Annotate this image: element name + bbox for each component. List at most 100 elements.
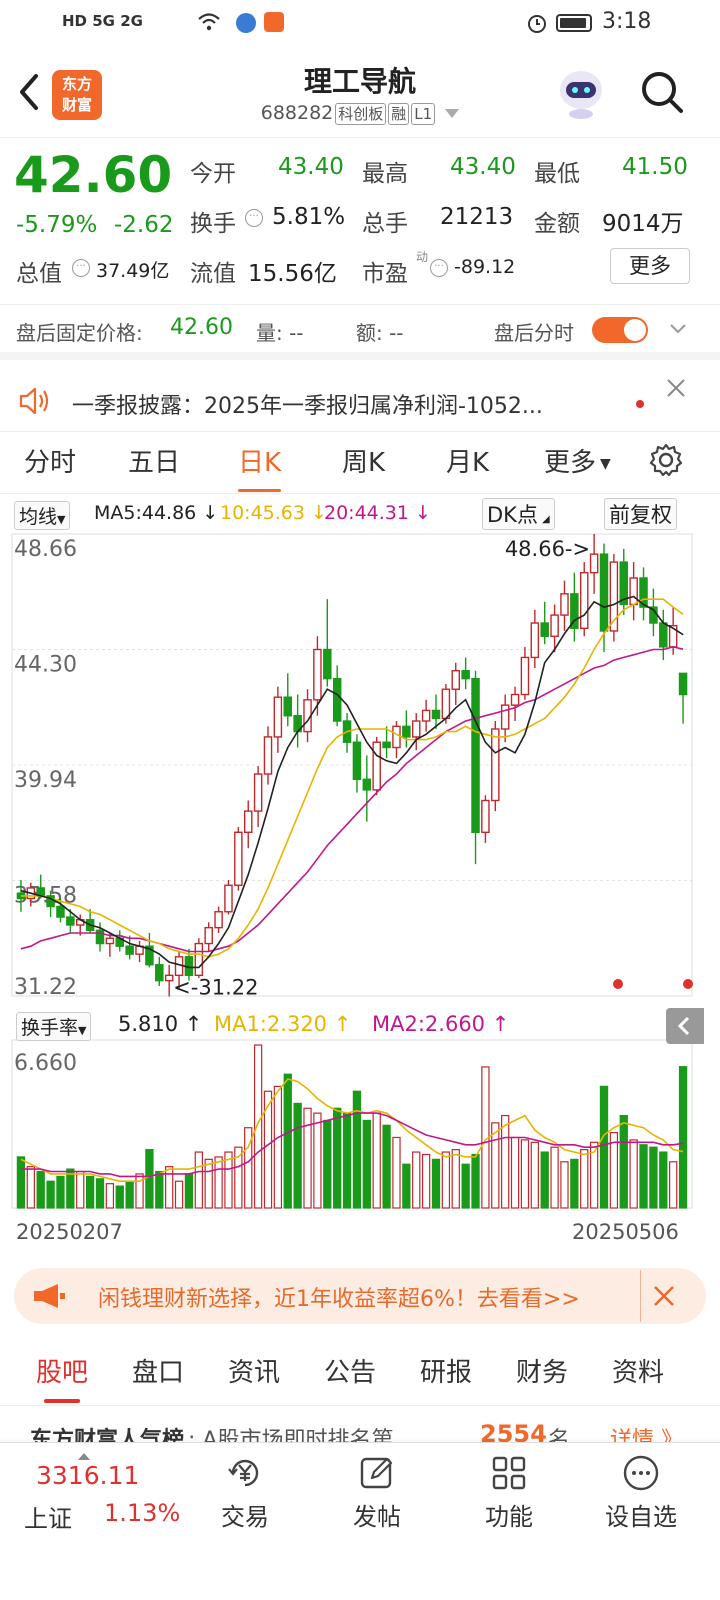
pe-value: -89.12 (454, 256, 516, 278)
popularity-rank[interactable]: 东方财富人气榜 : A股市场即时排名第 2554 名 详情 》 (0, 1406, 720, 1442)
turnover-ma2-line (20, 1112, 684, 1178)
quote-panel: 42.60 -5.79% -2.62 今开 43.40 最高 43.40 最低 … (0, 138, 720, 303)
tab-announcements[interactable]: 公告 (324, 1358, 377, 1388)
candle-body (500, 704, 510, 730)
index-value: 3316.11 (36, 1461, 140, 1490)
info-icon[interactable]: ··· (430, 259, 448, 277)
after-hours-chart-label: 盘后分时 (494, 321, 574, 345)
brand-logo[interactable]: 东方 财富 (52, 70, 102, 120)
kline-chart-svg: 48.6644.3039.9435.5831.2248.66-><-31.226… (11, 533, 693, 1209)
more-button[interactable]: 更多 (610, 248, 690, 284)
turnover-max-label: 6.660 (14, 1051, 77, 1076)
ma-selector[interactable]: 均线▼ (14, 501, 71, 530)
alarm-icon (526, 12, 548, 34)
candle-body (105, 937, 115, 945)
y-tick-label: 31.22 (14, 975, 77, 1000)
chart-date-range: 20250207 20250506 (0, 1218, 720, 1256)
candle-body (411, 720, 421, 738)
turnover-bar (303, 1107, 312, 1209)
back-icon[interactable] (14, 70, 44, 114)
turnover-bar (372, 1112, 381, 1209)
margin-tag: 融 (388, 103, 410, 125)
close-icon[interactable] (650, 1282, 678, 1310)
tab-forum[interactable]: 股吧 (36, 1352, 88, 1403)
candle-body (530, 622, 540, 659)
turnover-bar (530, 1141, 539, 1209)
announcement-bar[interactable]: 一季报披露：2025年一季报归属净利润-1052... (0, 370, 720, 432)
turnover-label: 换手 (190, 211, 236, 237)
turnover-current: 5.810 ↑ (118, 1012, 203, 1036)
price-adjust-button[interactable]: 前复权 (604, 498, 677, 530)
tab-more[interactable]: 更多 ▼ (544, 448, 611, 478)
nav-add-watchlist[interactable]: 设自选 (586, 1453, 696, 1532)
candle-body (589, 553, 599, 574)
after-hours-price: 42.60 (170, 315, 233, 340)
info-icon[interactable]: ··· (72, 259, 90, 277)
tab-daily-k[interactable]: 日K (238, 442, 282, 492)
turnover-bar (184, 1173, 194, 1209)
candle-body (461, 669, 470, 680)
indicator-selector[interactable]: 换手率▼ (16, 1012, 92, 1041)
tab-monthly-k[interactable]: 月K (446, 448, 490, 478)
tab-weekly-k[interactable]: 周K (342, 448, 386, 478)
index-ticker[interactable]: 3316.11 上证 1.13% (18, 1453, 188, 1553)
start-date: 20250207 (16, 1220, 123, 1244)
collapse-panel-icon[interactable] (666, 1008, 704, 1044)
rank-detail-link[interactable]: 详情 》 (610, 1428, 683, 1442)
candle-body (194, 942, 204, 977)
level-tag: L1 (411, 103, 436, 125)
turnover-bar (510, 1136, 520, 1209)
nav-trade[interactable]: 交易 (190, 1453, 300, 1532)
turnover-bar (273, 1085, 283, 1209)
index-change: 1.13% (104, 1499, 181, 1527)
candle-body (540, 622, 549, 637)
settings-gear-icon[interactable] (648, 442, 684, 478)
robot-assistant-icon[interactable] (556, 64, 606, 120)
ma20-value: 20:44.31 ↓ (324, 502, 431, 524)
candle-body (629, 577, 638, 606)
dk-point-button[interactable]: DK点 ◢ (482, 498, 555, 530)
volume-value: 21213 (440, 204, 514, 230)
tab-financials[interactable]: 财务 (516, 1358, 569, 1388)
nav-functions[interactable]: 功能 (454, 1453, 564, 1532)
megaphone-icon (32, 1282, 66, 1310)
turnover-bar (214, 1156, 223, 1209)
stock-code-row[interactable]: 688282 科创板融 L1 (0, 102, 720, 125)
turnover-bar (412, 1151, 421, 1209)
chevron-down-icon[interactable] (668, 319, 688, 339)
y-tick-label: 39.94 (14, 768, 77, 793)
tab-intraday[interactable]: 分时 (24, 448, 77, 478)
candle-body (560, 593, 569, 616)
tab-profile[interactable]: 资料 (612, 1358, 665, 1388)
last-price: 42.60 (14, 146, 173, 204)
tab-five-day[interactable]: 五日 (128, 448, 181, 478)
turnover-ma1-line (20, 1078, 684, 1183)
low-label: 最低 (534, 161, 580, 187)
info-icon[interactable]: ··· (245, 209, 263, 227)
search-icon[interactable] (638, 68, 686, 116)
nav-post[interactable]: 发帖 (322, 1453, 432, 1532)
after-hours-toggle[interactable] (592, 317, 648, 343)
end-date: 20250506 (572, 1220, 679, 1244)
event-dot (683, 979, 693, 989)
kline-chart[interactable]: 48.66 44.30 39.94 35.58 31.22 48.66-> <-31.22 6… (0, 532, 720, 1222)
low-value: 41.50 (622, 154, 688, 180)
close-icon[interactable] (664, 376, 688, 400)
turnover-bar (313, 1112, 322, 1209)
ma20-line (20, 646, 684, 953)
turnover-bar (204, 1158, 213, 1209)
board-tag: 科创板 (335, 103, 387, 125)
candle-body (431, 709, 441, 720)
turnover-bar (382, 1124, 391, 1209)
volume-panel-frame (11, 1039, 693, 1209)
tab-research[interactable]: 研报 (420, 1358, 473, 1388)
tab-order-book[interactable]: 盘口 (132, 1358, 185, 1388)
candle-body (471, 677, 480, 833)
candle-body (283, 696, 293, 717)
tab-news[interactable]: 资讯 (228, 1358, 281, 1388)
turnover-bar (95, 1178, 105, 1209)
candle-body (204, 926, 213, 945)
turnover-bar (471, 1153, 480, 1209)
promo-banner[interactable]: 闲钱理财新选择，近1年收益率超6%！去看看>> (14, 1268, 706, 1324)
candle-body (253, 773, 263, 812)
